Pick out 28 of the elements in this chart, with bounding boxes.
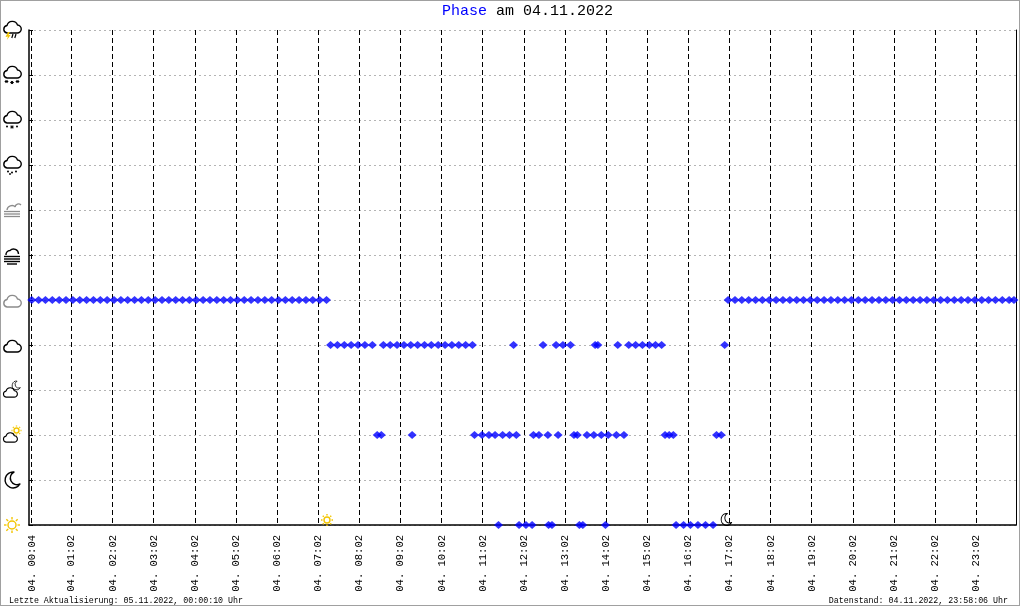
x-tick-label: 04. 04:02 (188, 535, 201, 592)
x-tick-label: 04. 09:02 (394, 535, 407, 592)
x-tick-label: 04. 00:04 (25, 535, 38, 592)
x-tick-label: 04. 22:02 (929, 535, 942, 592)
x-tick-label: 04. 11:02 (476, 535, 489, 592)
x-tick-label: 04. 03:02 (147, 535, 160, 592)
text: Letzte Aktualisierung: 05.11.2022, 00:00:10 Uhr (9, 595, 244, 605)
x-tick-label: 04. 06:02 (271, 535, 284, 592)
x-tick-label: 04. 10:02 (435, 535, 448, 592)
x-tick-label: 04. 21:02 (888, 535, 900, 592)
x-tick-label: 04. 23:02 (970, 535, 983, 592)
x-tick-label: 04. 18:02 (764, 535, 777, 592)
text: Phase (442, 3, 488, 20)
x-tick-label: 04. 12:02 (517, 535, 530, 592)
chart-title: am 04.11.2022 (496, 3, 614, 20)
x-tick-label: 04. 07:02 (312, 535, 325, 592)
x-tick-label: 04. 15:02 (641, 535, 654, 592)
text: Datenstand: 04.11.2022, 23:58:06 Uhr (828, 595, 1009, 605)
x-tick-label: 04. 08:02 (353, 535, 366, 592)
x-tick-label: 04. 19:02 (805, 535, 818, 592)
x-tick-label: 04. 02:02 (106, 535, 119, 592)
x-tick-label: 04. 13:02 (559, 535, 571, 592)
x-tick-label: 04. 14:02 (600, 535, 613, 592)
x-tick-label: 04. 17:02 (723, 535, 736, 592)
x-tick-label: 04. 01:02 (65, 535, 78, 592)
x-tick-label: 04. 05:02 (230, 535, 242, 592)
x-tick-label: 04. 20:02 (846, 535, 859, 592)
x-tick-label: 04. 16:02 (682, 535, 695, 592)
